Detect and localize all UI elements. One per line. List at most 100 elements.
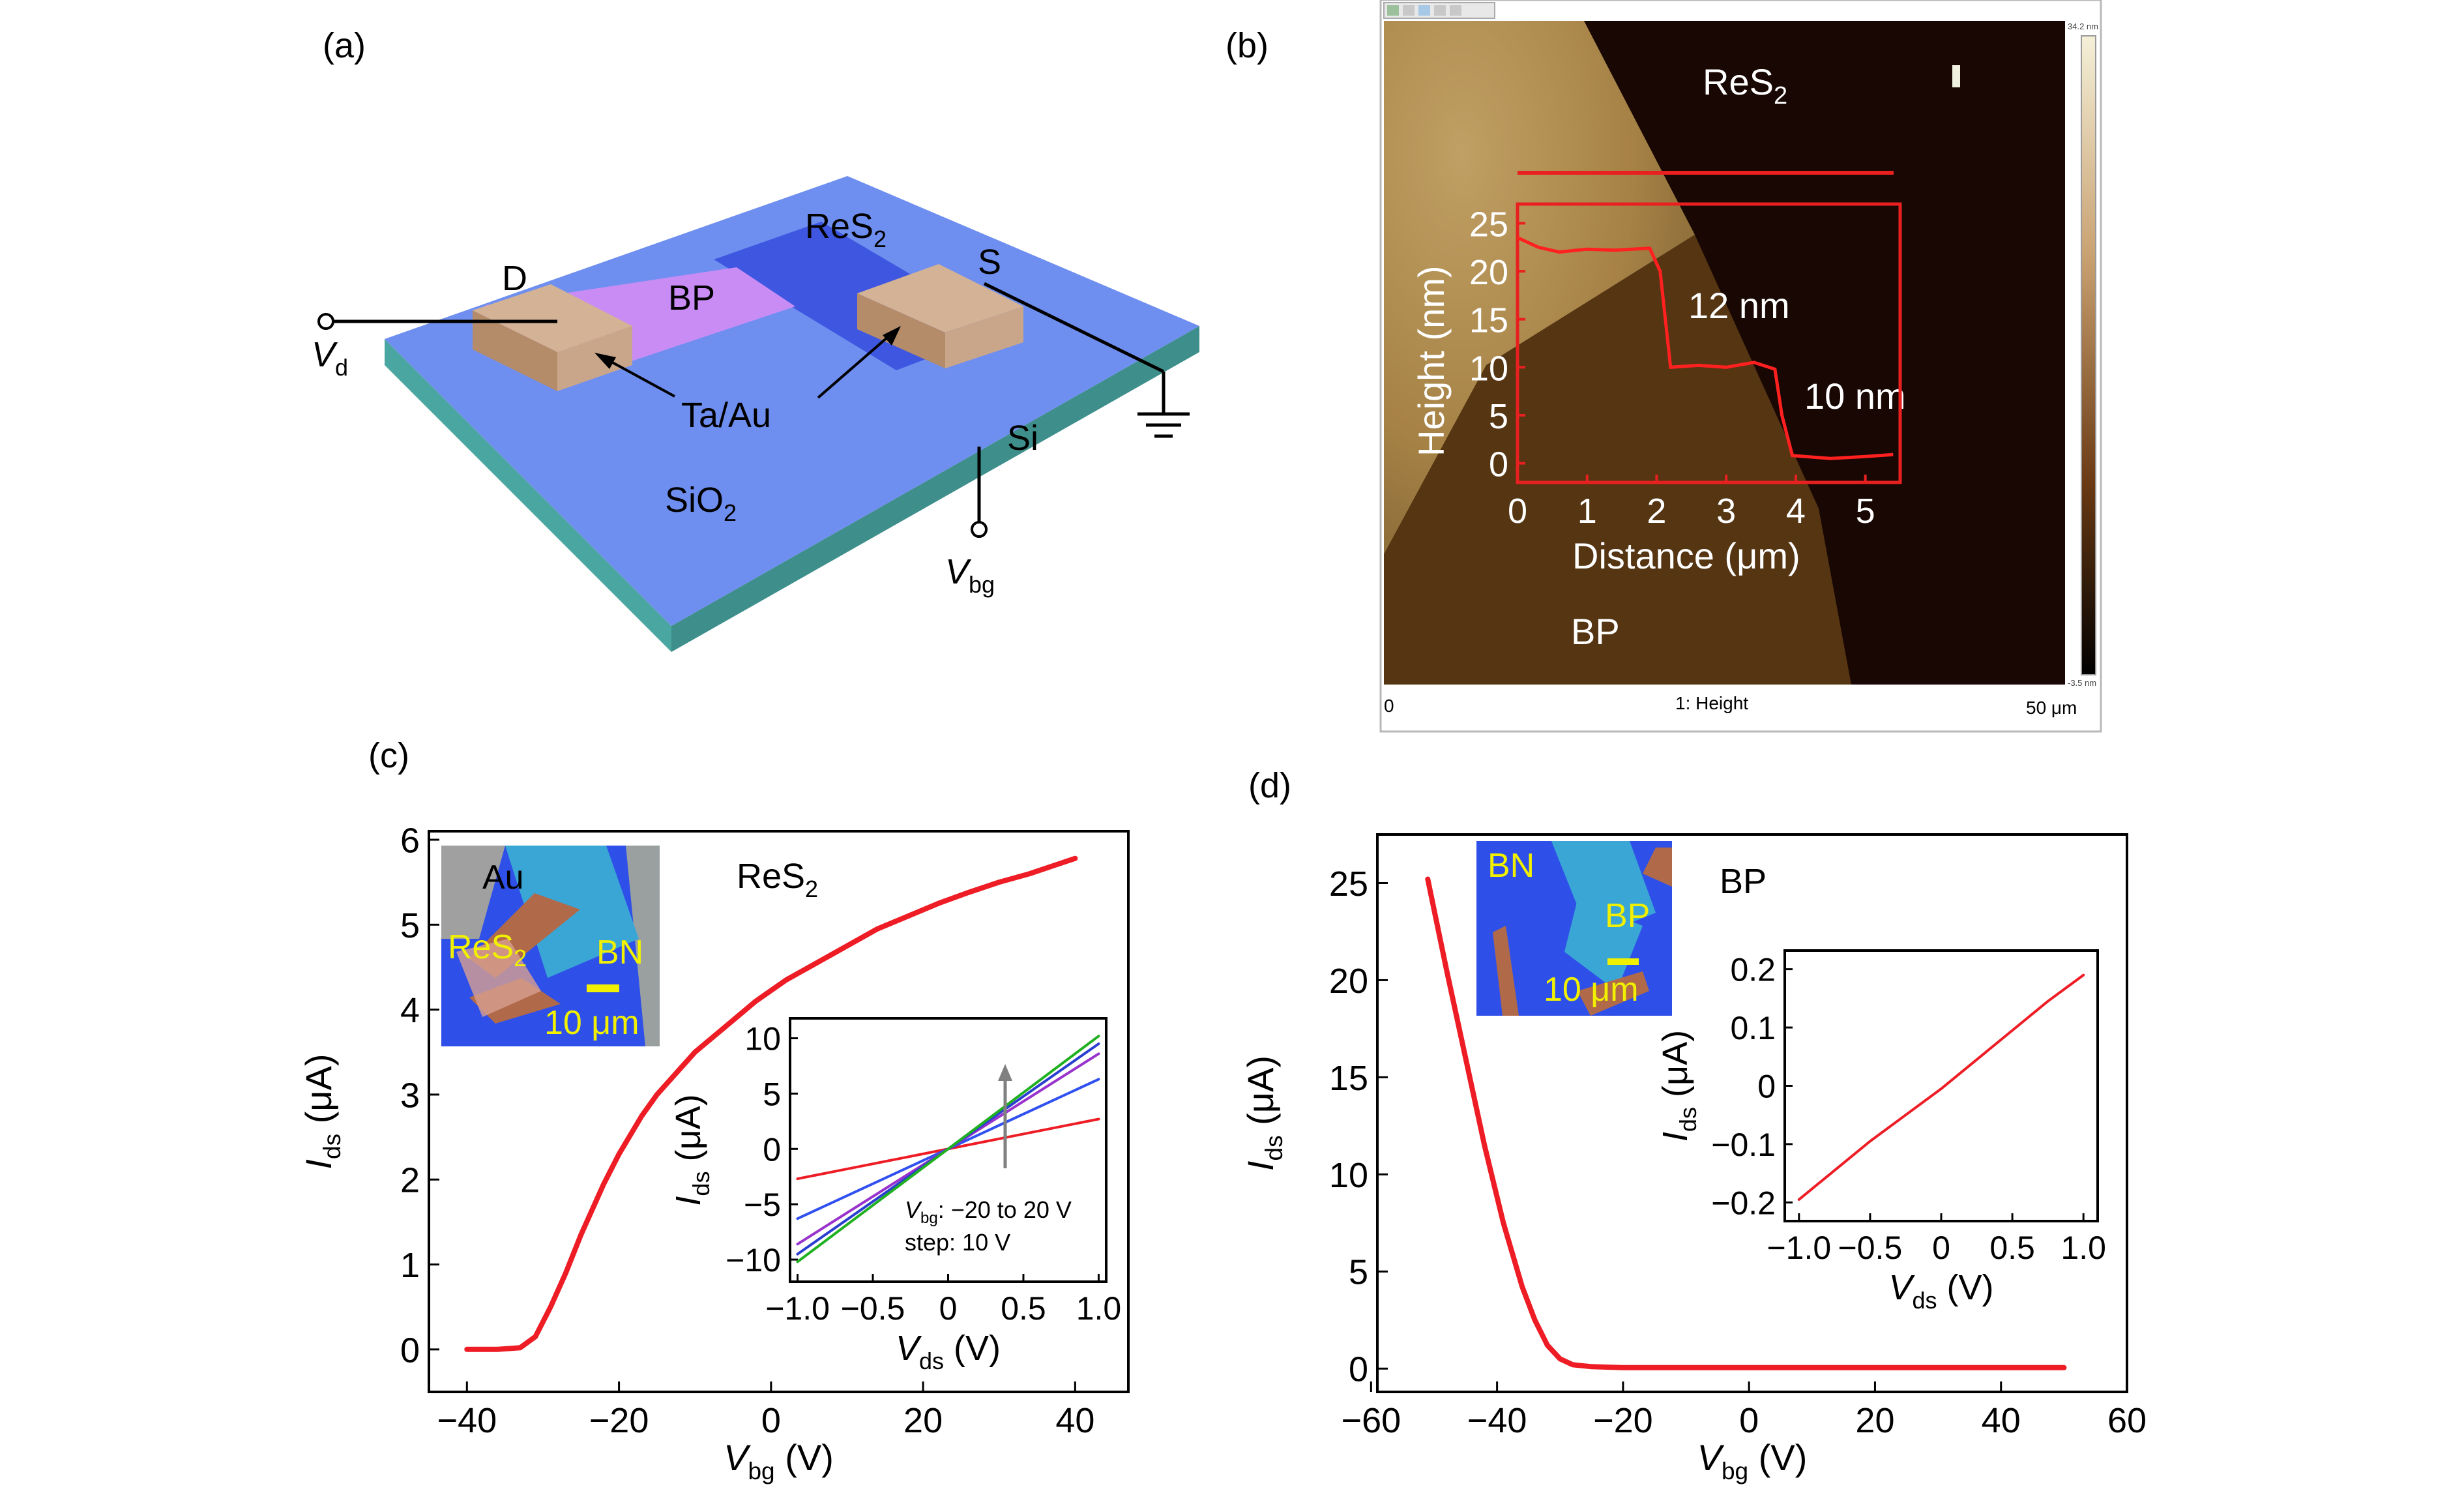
label-res2: ReS2 [805,207,887,252]
chart-d-inset: −1.0 −0.5 0 0.5 1.0 −0.2 −0.1 0 0.1 0.2 Vds (V) Ids… [1656,952,2106,1314]
y-tick-label: 1 [400,1246,420,1285]
x-axis-label: Vbg (V) [1697,1437,1808,1484]
y-tick-label: 15 [1329,1059,1368,1098]
vd-terminal [317,313,334,330]
y-tick-label: −0.2 [1711,1185,1776,1221]
vbg-terminal [971,521,988,538]
panel-label-c: (c) [368,736,409,775]
inset-d-image: BN BP 10 μm [1476,841,1672,1016]
inset-c-res2: ReS2 [448,928,527,971]
afm-label-res2: ReS2 [1703,61,1787,110]
x-axis-label: Vbg (V) [724,1437,834,1484]
source-electrode-front [857,293,945,368]
x-tick-label: 0 [1739,1401,1759,1440]
panel-c: (c) −40 −20 0 20 40 0 1 2 3 4 5 6 Vbg (V) Ids (μA) Re… [298,736,1130,1484]
afm-label-step2: 10 nm [1804,376,1906,417]
drain-electrode-front [473,310,557,391]
y-axis-label: Ids (μA) [1240,1056,1287,1171]
y-axis-label: Ids (μA) [298,1054,345,1169]
afm-colorbar [2081,35,2096,675]
y-tick-label: 5 [1349,1253,1368,1292]
y-tick-label: 0.1 [1730,1010,1776,1046]
chart-c-inset: −1.0 −0.5 0 0.5 1.0 −10 −5 0 5 10 Vds (V) Ids (μA) [669,1021,1121,1374]
afm-channel-name: 1: Height [1675,693,1748,713]
panel-d: (d) −60 −40 −20 0 20 40 60 0 5 10 15 20 25 Vbg (V) Ids… [1240,766,2147,1484]
profile-y-tick-label: 15 [1469,301,1508,340]
panel-label-a: (a) [323,26,366,65]
profile-frame [1516,202,1902,484]
afm-particle [1952,65,1960,87]
y-tick-label: −10 [726,1242,781,1278]
y-tick-label: 5 [400,906,420,945]
inset-c-au: Au [482,859,524,896]
afm-image-bp-bright [1384,21,1695,554]
profile-x-tick-label: 5 [1856,492,1875,531]
chart-d-main: −60 −40 −20 0 20 40 60 0 5 10 15 20 25 Vbg (V) Ids (μA… [1240,864,2147,1484]
x-tick-label: −20 [1593,1401,1653,1440]
y-tick-label: 2 [400,1161,420,1200]
y-tick-label: 0 [763,1131,781,1168]
profile-x-tick-label: 0 [1508,492,1527,531]
y-axis-label: Ids (μA) [1656,1030,1701,1142]
source-electrode-top [857,264,1023,332]
afm-scale-end: 50 μm [2026,698,2077,718]
y-tick-label: 20 [1329,962,1368,1001]
source-wire [983,282,1165,374]
label-d: D [502,259,527,298]
chart-c-annotation: ReS2 [737,857,818,902]
chart-d-annotation: BP [1720,862,1767,901]
afm-image-speckle [1384,21,2065,685]
ground-symbol [1137,412,1190,438]
profile-y-tick-label: 20 [1469,253,1508,292]
y-tick-label: 0 [1757,1069,1776,1105]
chart-c-frame [428,830,1130,1393]
x-tick-label: 0 [939,1290,958,1327]
inset-c-scale: 10 μm [544,1004,639,1042]
afm-label-step1: 12 nm [1688,285,1790,326]
x-tick-label: 0 [761,1401,781,1440]
afm-scale-start: 0 [1384,696,1394,716]
afm-image-bp-dark [1384,235,1851,685]
y-tick-label: 6 [400,821,420,860]
inset-c-bn: BN [596,934,643,971]
x-tick-label: 20 [1855,1401,1894,1440]
label-sio2: SiO2 [665,480,737,526]
inset-d-scale: 10 μm [1544,971,1639,1009]
y-tick-label: 5 [763,1076,781,1112]
height-profile-inset: 0 5 10 15 20 25 0 1 2 3 4 5 Distance (μm) Height (… [1411,202,1902,576]
afm-label-bp: BP [1571,611,1620,652]
chart-d-inset-frame [1783,949,2099,1222]
afm-toolbar [1383,2,1495,19]
y-tick-label: 10 [1329,1156,1368,1195]
profile-x-ticks: 0 1 2 3 4 5 [1508,475,1875,531]
y-tick-label: −5 [744,1187,781,1223]
x-tick-label: −20 [589,1401,649,1440]
profile-y-tick-label: 25 [1469,205,1508,244]
colorbar-min: -3.5 nm [2068,678,2096,688]
substrate-side-front [385,339,671,652]
x-tick-label: 20 [903,1401,943,1440]
label-vbg: Vbg [945,552,995,598]
y-tick-label: 4 [400,991,420,1030]
label-ta-au: Ta/Au [681,396,771,435]
drain-electrode-side [557,326,632,391]
panel-label-b: (b) [1225,26,1269,65]
x-tick-label: −40 [1467,1401,1527,1440]
panel-a: (a) D S BP ReS2 Ta/Au Si SiO2 Vd [312,26,1199,652]
profile-curve [1516,236,1894,460]
profile-y-tick-label: 5 [1489,397,1508,436]
series-line [1425,876,2067,1370]
x-axis-label: Vds (V) [1888,1268,1993,1314]
arrow-head-drain [594,353,616,369]
profile-x-tick-label: 4 [1786,492,1806,531]
profile-x-tick-label: 1 [1577,492,1597,531]
x-tick-label: 0 [1932,1230,1950,1266]
series-line [464,855,1078,1352]
chart-c-main: −40 −20 0 20 40 0 1 2 3 4 5 6 Vbg (V) Ids (μA) [298,821,1094,1484]
arrow-ta-au-drain [602,356,675,398]
x-tick-label: 40 [1055,1401,1094,1440]
x-tick-label: 1.0 [1076,1290,1122,1327]
x-tick-label: −1.0 [1767,1230,1831,1266]
source-electrode-side [945,306,1023,368]
